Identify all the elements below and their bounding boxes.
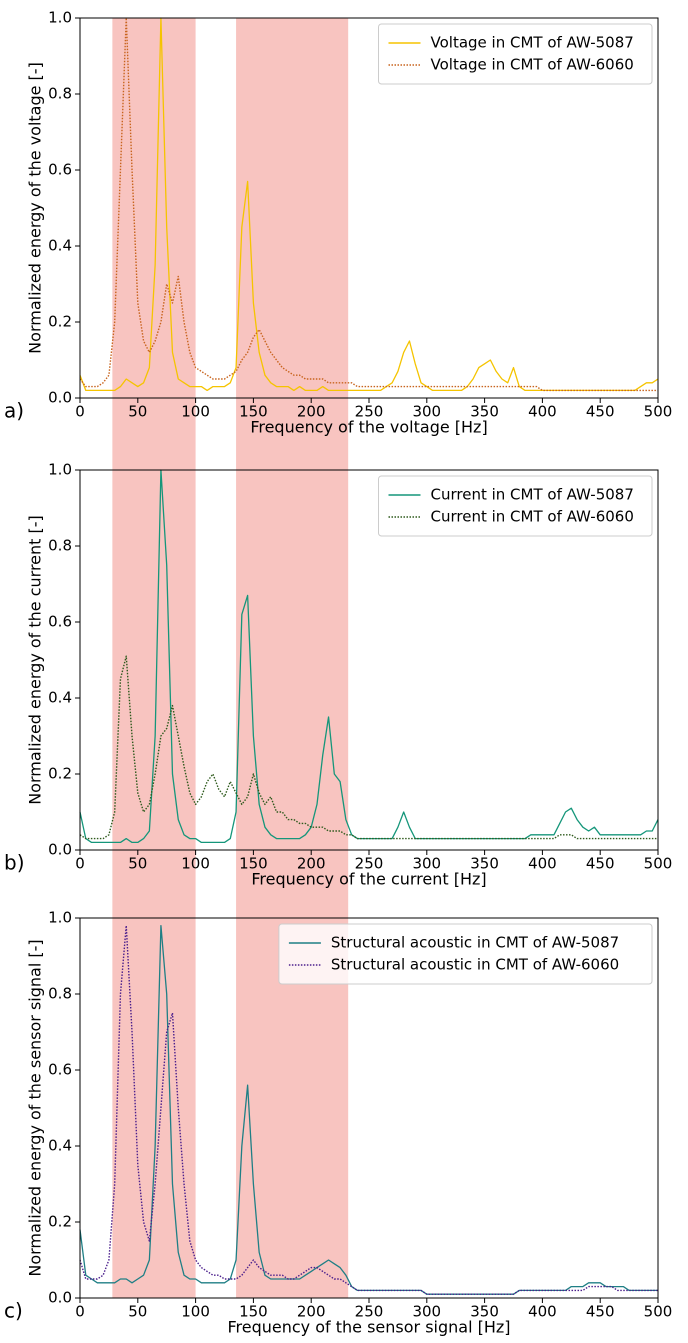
y-tick-label: 0.8 [48,985,72,1003]
y-tick-label: 0.4 [48,237,72,255]
x-tick-label: 400 [528,1303,557,1321]
panel-label: a) [4,399,24,423]
series-line [79,17,658,392]
shaded-band [112,18,196,1298]
x-tick-label: 300 [412,1303,441,1321]
x-tick-label: 350 [470,1303,499,1321]
x-tick-label: 250 [355,855,384,873]
y-tick-label: 0.2 [48,1213,72,1231]
series-line [79,924,658,1295]
x-tick-label: 500 [644,1303,673,1321]
x-tick-label: 200 [297,403,326,421]
x-tick-label: 250 [355,403,384,421]
legend-label: Voltage in CMT of AW-6060 [431,56,634,74]
x-tick-label: 200 [297,855,326,873]
series-line [79,469,659,844]
x-tick-label: 100 [181,1303,210,1321]
legend-label: Current in CMT of AW-5087 [431,486,634,504]
y-tick-label: 0.2 [48,765,72,783]
legend-label: Voltage in CMT of AW-5087 [431,34,634,52]
x-tick-label: 300 [412,403,441,421]
x-tick-label: 100 [181,855,210,873]
y-tick-label: 0.6 [48,1061,72,1079]
x-tick-label: 300 [412,855,441,873]
x-tick-label: 400 [528,403,557,421]
panel-label: c) [4,1299,23,1323]
x-axis-label: Frequency of the voltage [Hz] [250,418,487,437]
x-axis-label: Frequency of the sensor signal [Hz] [227,1318,510,1337]
x-tick-label: 500 [644,855,673,873]
x-tick-label: 0 [75,403,85,421]
x-tick-label: 250 [355,1303,384,1321]
x-tick-label: 500 [644,403,673,421]
series-line [79,924,658,1295]
x-tick-label: 400 [528,855,557,873]
legend-box [278,923,653,985]
y-axis-label: Normalized energy of the sensor signal [… [26,939,45,1276]
shaded-band [236,18,349,1298]
x-tick-label: 0 [75,855,85,873]
y-tick-label: 0.0 [48,1289,72,1307]
x-tick-label: 100 [181,403,210,421]
x-tick-label: 350 [470,855,499,873]
y-tick-label: 0.0 [48,389,72,407]
y-tick-label: 1.0 [48,461,72,479]
y-tick-label: 1.0 [48,9,72,27]
x-tick-label: 200 [297,1303,326,1321]
legend-box [378,475,653,537]
x-tick-label: 450 [586,1303,615,1321]
y-axis-label: Normalized energy of the current [-] [26,515,45,805]
x-tick-label: 350 [470,403,499,421]
x-tick-label: 50 [128,403,147,421]
x-tick-label: 450 [586,403,615,421]
panel-label: b) [4,851,25,875]
y-tick-label: 0.6 [48,161,72,179]
y-tick-label: 0.0 [48,841,72,859]
y-tick-label: 0.8 [48,85,72,103]
y-tick-label: 0.6 [48,613,72,631]
y-axis-label: Normalized energy of the voltage [-] [26,62,45,354]
x-tick-label: 150 [239,855,268,873]
x-tick-label: 0 [75,1303,85,1321]
legend-label: Structural acoustic in CMT of AW-5087 [331,934,619,952]
x-tick-label: 150 [239,1303,268,1321]
y-tick-label: 0.4 [48,689,72,707]
legend-box [378,23,653,85]
y-tick-label: 0.8 [48,537,72,555]
legend-label: Structural acoustic in CMT of AW-6060 [331,956,619,974]
x-tick-label: 50 [128,1303,147,1321]
x-axis-label: Frequency of the current [Hz] [251,870,486,889]
y-tick-label: 0.4 [48,1137,72,1155]
x-tick-label: 50 [128,855,147,873]
x-tick-label: 150 [239,403,268,421]
x-tick-label: 450 [586,855,615,873]
legend-label: Current in CMT of AW-6060 [431,508,634,526]
y-tick-label: 1.0 [48,909,72,927]
series-line [79,655,658,840]
y-tick-label: 0.2 [48,313,72,331]
